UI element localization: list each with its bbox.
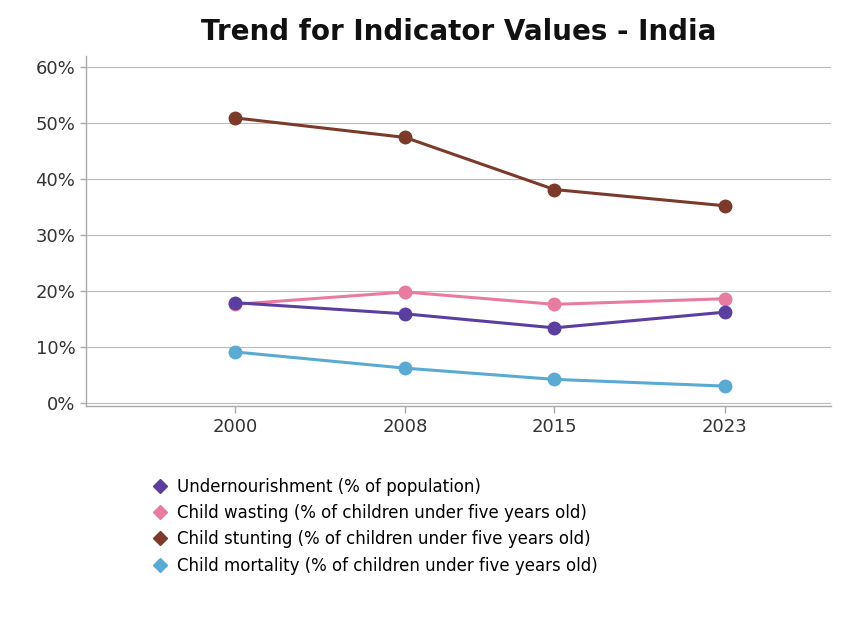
Child stunting (% of children under five years old) [230,114,240,122]
Child stunting (% of children under five years old) [400,134,411,141]
Child mortality (% of children under five years old) [230,348,240,356]
Child stunting (% of children under five years old) [549,186,560,193]
Child wasting (% of children under five years old) [549,301,560,308]
Child mortality (% of children under five years old) [549,376,560,383]
Child wasting (% of children under five years old) [720,295,730,302]
Undernourishment (% of population) [400,310,411,318]
Child stunting (% of children under five years old) [720,202,730,209]
Undernourishment (% of population) [230,299,240,306]
Child wasting (% of children under five years old) [400,288,411,296]
Line: Child stunting (% of children under five years old): Child stunting (% of children under five… [229,112,731,212]
Legend: Undernourishment (% of population), Child wasting (% of children under five year: Undernourishment (% of population), Chil… [153,478,598,574]
Undernourishment (% of population) [549,324,560,332]
Line: Undernourishment (% of population): Undernourishment (% of population) [229,296,731,334]
Undernourishment (% of population) [720,308,730,316]
Child mortality (% of children under five years old) [720,382,730,390]
Line: Child wasting (% of children under five years old): Child wasting (% of children under five … [229,286,731,311]
Child mortality (% of children under five years old) [400,364,411,372]
Line: Child mortality (% of children under five years old): Child mortality (% of children under fiv… [229,346,731,392]
Title: Trend for Indicator Values - India: Trend for Indicator Values - India [201,18,716,46]
Child wasting (% of children under five years old) [230,301,240,308]
